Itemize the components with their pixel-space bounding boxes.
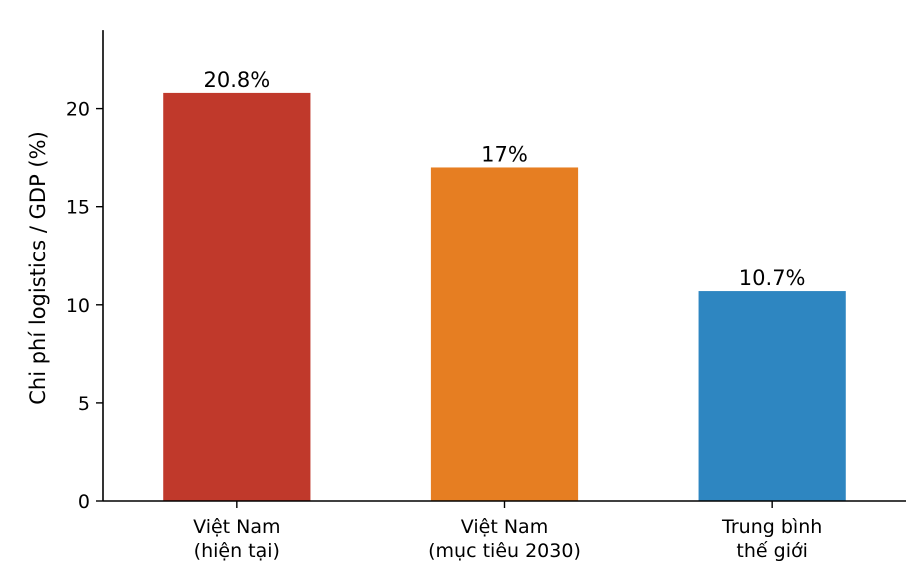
x-category-label: Trung bình thế giới (721, 516, 822, 562)
y-tick-label: 0 (78, 491, 90, 513)
bars-group (163, 92, 846, 502)
y-tick-label: 5 (78, 393, 90, 415)
x-category-label: Việt Nam (hiện tại) (193, 516, 280, 562)
bar (430, 167, 579, 501)
y-axis-ticks: 0 5 10 15 20 (66, 99, 103, 513)
bar-value-label: 20.8% (203, 68, 270, 92)
data-labels-group: 20.8% 17% 10.7% (203, 68, 805, 290)
bar (163, 92, 311, 502)
x-category-label: Việt Nam (mục tiêu 2030) (428, 516, 581, 562)
y-tick-label: 20 (66, 99, 90, 121)
y-axis-title: Chi phí logistics / GDP (%) (26, 131, 50, 405)
y-tick-label: 10 (66, 295, 90, 317)
bar (698, 291, 846, 501)
x-axis-category-labels: Việt Nam (hiện tại) Việt Nam (mục tiêu 2030… (193, 501, 822, 562)
y-tick-label: 15 (66, 197, 90, 219)
bar-value-label: 10.7% (739, 266, 806, 290)
bar-value-label: 17% (481, 142, 528, 166)
